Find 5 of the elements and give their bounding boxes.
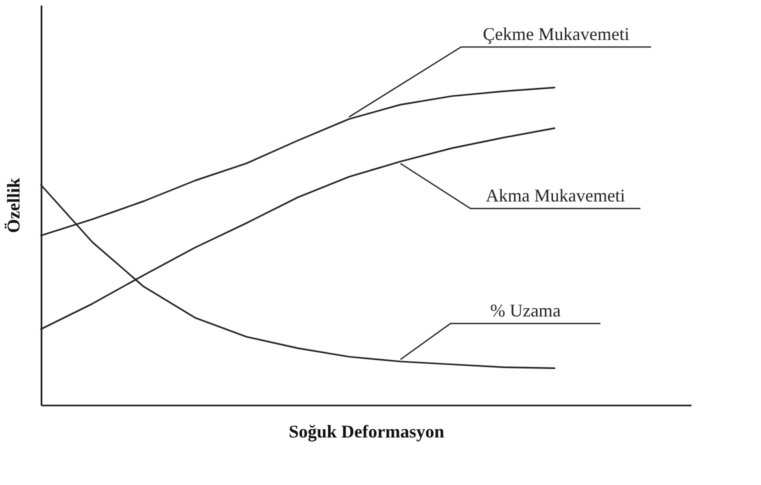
text: % Uzama (490, 300, 561, 321)
x-axis-title: Soğuk Deformasyon (288, 422, 444, 442)
text: Akma Mukavemeti (486, 186, 626, 206)
y-axis-title: Özellik (4, 178, 24, 233)
text: Çekme Mukavemeti (482, 24, 630, 44)
